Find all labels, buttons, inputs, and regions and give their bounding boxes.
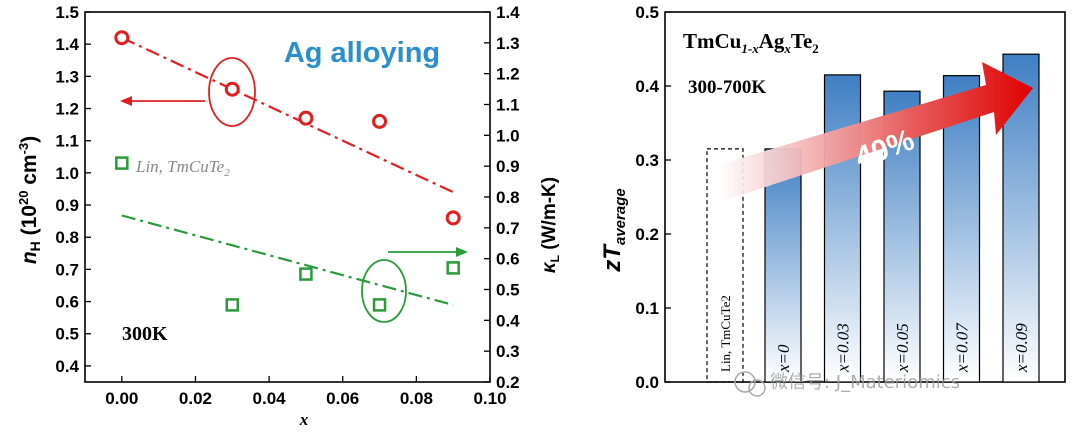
left-data-points (114, 30, 461, 312)
nh-point (224, 81, 240, 97)
right-y-axis-label: κL (W/m-K) (539, 177, 562, 273)
bar-label: x=0.09 (1012, 323, 1031, 373)
y-right-tick-label: 0.9 (496, 157, 520, 176)
y-left-tick-label: 1.2 (55, 100, 79, 119)
y-left-tick-label: 0.7 (55, 260, 79, 279)
y-left-tick-label: 0.8 (55, 228, 79, 247)
bar-y-tick-label: 0.0 (635, 373, 659, 392)
wechat-icon-small (748, 379, 766, 397)
left-x-ticks: 0.00 0.02 0.04 0.06 0.08 0.10 (105, 376, 507, 408)
x-tick-label: 0.08 (400, 389, 433, 408)
nh-point (298, 110, 314, 126)
left-axis-arrowhead (120, 96, 132, 106)
improvement-arrow (718, 62, 1033, 200)
right-y-ticks: 0.2 0.3 0.4 0.5 0.6 0.7 0.8 0.9 1.0 1.1 1.2 1.3 1.4 (484, 3, 520, 392)
kappa-point (299, 267, 313, 281)
y-right-tick-label: 0.3 (496, 342, 520, 361)
y-right-tick-label: 1.3 (496, 34, 520, 53)
bar-y-tick-label: 0.4 (635, 77, 659, 96)
left-trend-lines (121, 36, 454, 306)
y-left-tick-label: 0.6 (55, 293, 79, 312)
y-left-tick-label: 1.4 (55, 35, 79, 54)
nh-point (114, 30, 130, 46)
y-right-tick-label: 0.5 (496, 281, 520, 300)
trend-line-kappa (121, 214, 454, 306)
right-chart: 0.0 0.1 0.2 0.3 0.4 0.5 zTaverage Lin, TmCuTe… (599, 3, 1066, 392)
kappa-point (225, 298, 240, 312)
x-tick-label: 0.06 (326, 389, 359, 408)
x-tick-label: 0.04 (253, 389, 287, 408)
wechat-icon (734, 371, 756, 393)
right-plot-frame (664, 11, 1066, 383)
y-left-tick-label: 1.1 (55, 132, 79, 151)
bar (764, 148, 802, 383)
ag-alloying-label: Ag alloying (284, 37, 440, 69)
left-x-axis-label: x (299, 410, 309, 429)
nh-point (445, 210, 461, 226)
bar-label: x=0 (774, 344, 793, 373)
y-left-tick-label: 1.5 (55, 3, 79, 22)
right-axis-arrowhead (456, 247, 468, 257)
bar-y-axis-label: zTaverage (599, 188, 629, 272)
bar (942, 75, 981, 383)
temperature-range-label: 300-700K (688, 77, 766, 98)
nh-point (372, 113, 388, 129)
x-tick-label: 0.02 (179, 389, 212, 408)
y-right-tick-label: 0.2 (496, 373, 520, 392)
temperature-label: 300K (122, 323, 168, 345)
trend-line-nh (121, 36, 454, 194)
bars: x=0 x=0.03 x=0.05 x=0.07 x=0.09 (764, 53, 1040, 383)
y-left-tick-label: 0.4 (55, 357, 79, 376)
kappa-point (372, 298, 387, 312)
nh-highlight-ellipse (208, 57, 256, 127)
reference-point (115, 156, 129, 170)
y-left-tick-label: 0.5 (55, 325, 79, 344)
bar-y-tick-label: 0.2 (635, 225, 659, 244)
watermark: 微信号: J_Materiomics (734, 371, 960, 397)
reference-label: Lin, TmCuTe2 (135, 157, 230, 179)
y-right-tick-label: 0.8 (496, 188, 520, 207)
bar-y-tick-label: 0.1 (635, 299, 659, 318)
y-right-tick-label: 1.0 (496, 126, 520, 145)
x-tick-label: 0.00 (105, 389, 138, 408)
y-right-tick-label: 1.1 (496, 96, 520, 115)
kappa-point (446, 261, 460, 275)
y-right-tick-label: 1.2 (496, 65, 520, 84)
y-left-tick-label: 1.0 (55, 164, 79, 183)
bar-y-tick-label: 0.5 (635, 3, 659, 22)
y-right-tick-label: 0.4 (496, 311, 520, 330)
bar-label: x=0.03 (834, 323, 853, 373)
bar-y-ticks: 0.0 0.1 0.2 0.3 0.4 0.5 (635, 3, 671, 392)
left-y-axis-label: nH (1020 cm-3) (16, 136, 43, 264)
bar-y-tick-label: 0.3 (635, 151, 659, 170)
y-right-tick-label: 1.4 (496, 3, 520, 22)
watermark-text: 微信号: J_Materiomics (770, 372, 960, 393)
material-title: TmCu1-xAgxTe2 (683, 29, 819, 56)
y-right-tick-label: 0.6 (496, 250, 520, 269)
left-chart: 0.00 0.02 0.04 0.06 0.08 0.10 0.4 0.5 0.6 0.7 0.8… (16, 3, 562, 429)
reference-bar (706, 148, 744, 383)
bar-label: x=0.05 (893, 323, 912, 373)
y-left-tick-label: 0.9 (55, 196, 79, 215)
left-y-ticks: 0.4 0.5 0.6 0.7 0.8 0.9 1.0 1.1 1.2 1.3 1.4 1.5 (55, 3, 91, 376)
y-left-tick-label: 1.3 (55, 67, 79, 86)
bar-label: x=0.07 (953, 322, 972, 373)
x-tick-label: 0.10 (473, 389, 506, 408)
kappa-highlight-ellipse (361, 259, 407, 323)
reference-bar-label: Lin, TmCuTe2 (718, 295, 733, 372)
y-right-tick-label: 0.7 (496, 219, 520, 238)
